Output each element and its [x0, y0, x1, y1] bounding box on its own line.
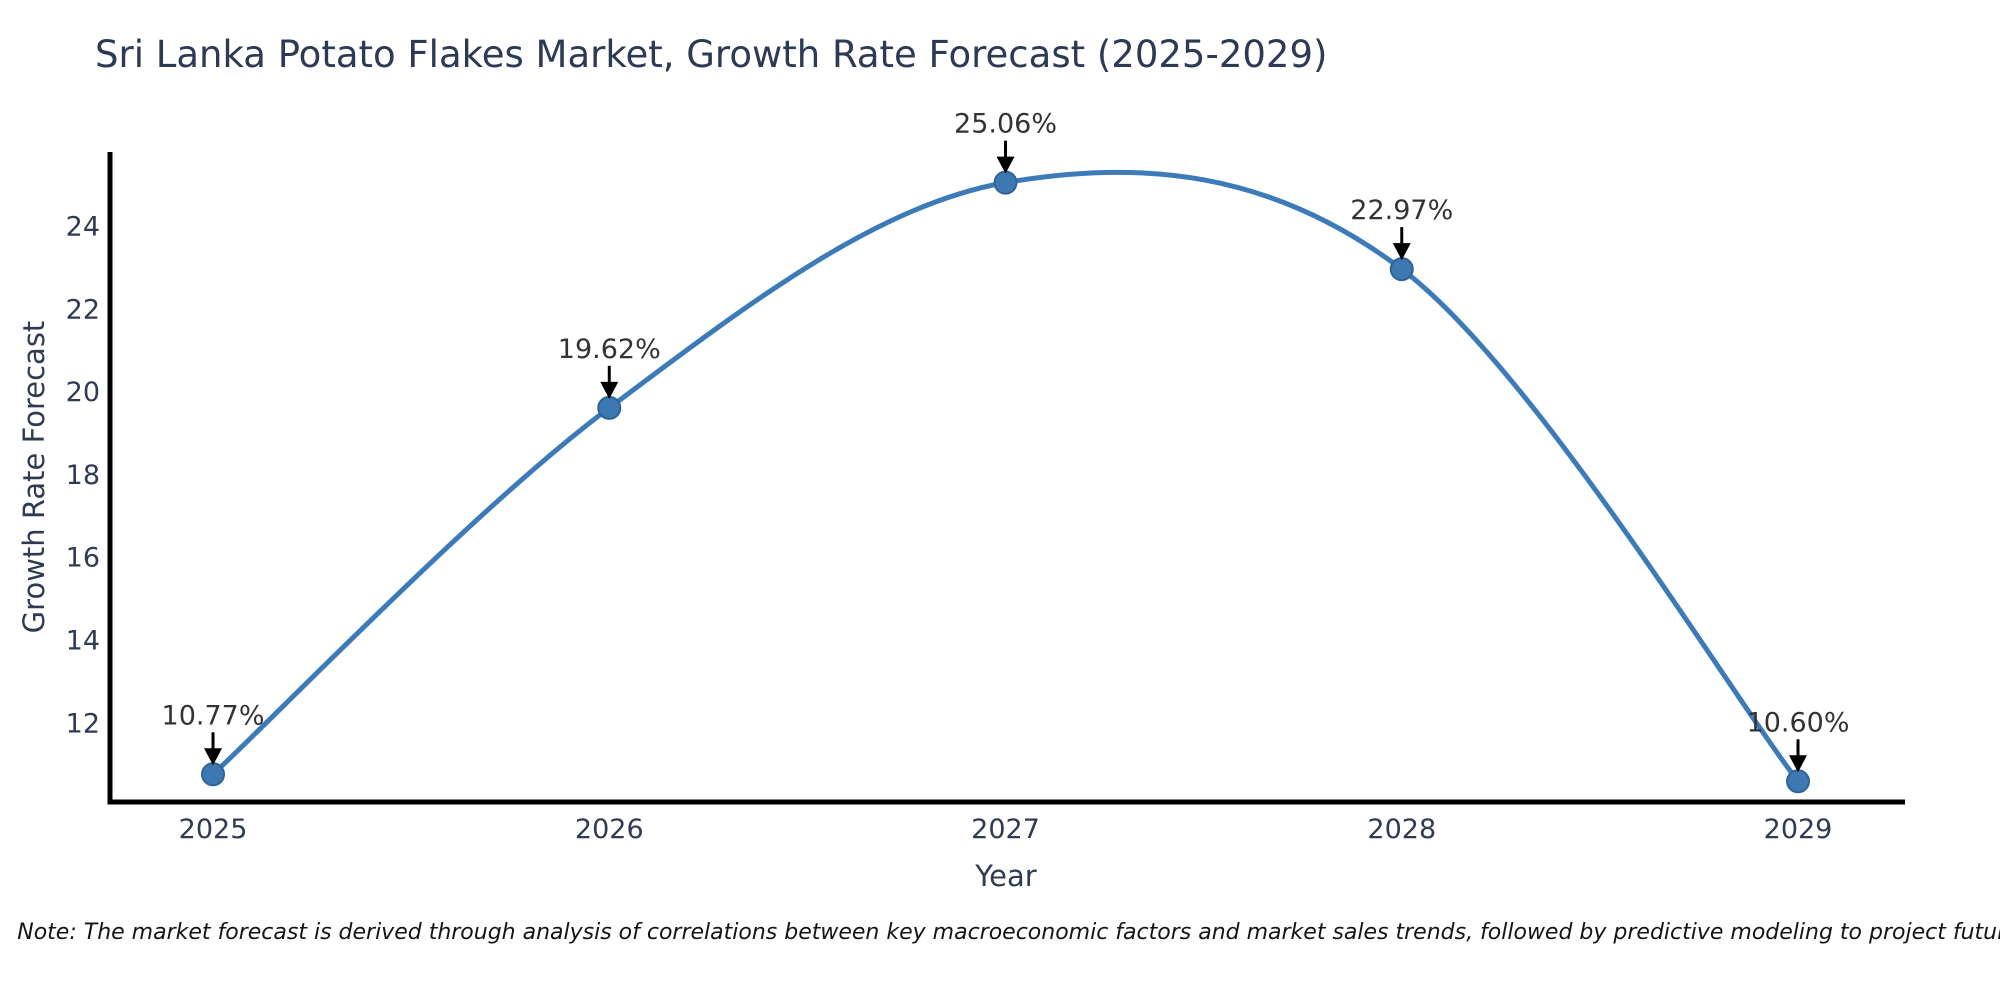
annotation-arrow-head — [1392, 243, 1411, 261]
data-point-marker — [597, 395, 622, 420]
chart-title: Sri Lanka Potato Flakes Market, Growth R… — [95, 33, 1327, 76]
x-tick-labels: 2025 2026 2027 2028 2029 — [179, 814, 1833, 845]
y-axis-title: Growth Rate Forecast — [17, 321, 51, 634]
data-point-marker — [1389, 257, 1414, 282]
point-value-label: 19.62% — [558, 334, 661, 365]
x-tick-label: 2025 — [179, 814, 248, 845]
annotation-arrow-head — [1789, 755, 1808, 773]
y-tick-label: 20 — [66, 377, 100, 408]
x-tick-label: 2028 — [1367, 814, 1436, 845]
data-point-marker — [993, 170, 1018, 195]
footnote: Note: The market forecast is derived thr… — [17, 920, 2000, 945]
x-tick-label: 2027 — [971, 814, 1040, 845]
annotation-arrow-head — [204, 748, 223, 766]
y-tick-label: 12 — [66, 708, 100, 739]
marker-group — [201, 170, 1811, 794]
series-line-group — [210, 169, 1801, 784]
point-value-label: 22.97% — [1350, 195, 1453, 226]
y-tick-labels: 12 14 16 18 20 22 24 — [66, 212, 100, 740]
growth-rate-line — [210, 169, 1801, 784]
y-tick-label: 22 — [66, 294, 100, 325]
y-tick-label: 16 — [66, 543, 100, 574]
x-tick-label: 2026 — [575, 814, 644, 845]
annotation-group: 10.77% 19.62% 25.06% 22.97% 10.60% — [162, 109, 1850, 773]
data-point-marker — [201, 762, 226, 787]
x-axis-title: Year — [974, 859, 1036, 893]
y-tick-label: 24 — [66, 212, 100, 243]
x-tick-label: 2029 — [1764, 814, 1833, 845]
axes-group — [107, 152, 1905, 805]
y-tick-label: 18 — [66, 460, 100, 491]
y-tick-label: 14 — [66, 626, 100, 657]
point-value-label: 25.06% — [954, 109, 1057, 140]
annotation-arrow-head — [996, 156, 1015, 174]
data-point-marker — [1786, 769, 1811, 794]
point-value-label: 10.60% — [1747, 707, 1850, 738]
point-value-label: 10.77% — [162, 700, 265, 731]
plot-area: 12 14 16 18 20 22 24 2025 2026 2027 2028 2029 10.7… — [66, 109, 1905, 845]
annotation-arrow-head — [600, 381, 619, 399]
